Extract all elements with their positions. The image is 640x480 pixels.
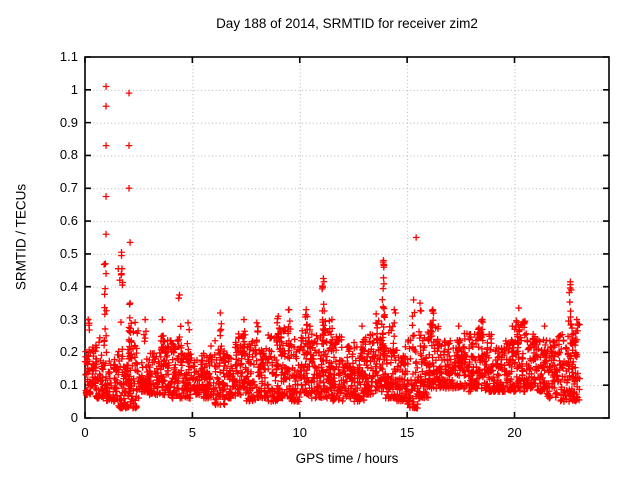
x-tick-label: 0	[81, 425, 89, 440]
y-tick-label: 0.1	[59, 377, 78, 393]
y-tick-label: 0.8	[59, 147, 78, 163]
y-tick-label: 0.3	[59, 311, 78, 327]
x-tick-label: 10	[292, 425, 307, 440]
x-tick-label: 5	[188, 425, 196, 440]
y-tick-label: 0.6	[59, 213, 78, 229]
y-tick-label: 0.7	[59, 180, 78, 196]
y-tick-label: 0	[70, 410, 78, 425]
y-tick-label: 1.1	[59, 49, 78, 64]
chart-title: Day 188 of 2014, SRMTID for receiver zim…	[216, 16, 478, 31]
y-tick-label: 0.2	[59, 344, 78, 360]
x-tick-label: 15	[399, 425, 415, 440]
y-tick-label: 1	[70, 81, 78, 97]
y-tick-label: 0.9	[59, 114, 78, 130]
y-axis-label: SRMTID / TECUs	[13, 183, 29, 291]
y-tick-label: 0.5	[59, 245, 78, 261]
x-tick-label: 20	[507, 425, 522, 440]
y-tick-label: 0.4	[59, 278, 78, 294]
x-axis-label: GPS time / hours	[295, 451, 399, 466]
